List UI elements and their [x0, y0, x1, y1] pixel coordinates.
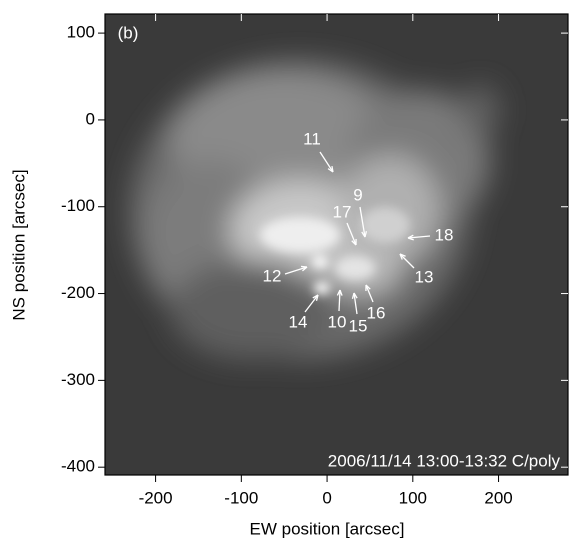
y-tick-label: -200 — [61, 283, 95, 302]
caption: 2006/11/14 13:00-13:32 C/poly — [328, 451, 561, 470]
annotation-arrowhead — [399, 253, 406, 260]
plot-frame — [104, 13, 569, 476]
annotation-arrowhead — [327, 165, 334, 173]
y-tick-label: -100 — [61, 196, 95, 215]
y-axis-label: NS position [arcsec] — [9, 169, 28, 320]
y-tick-label: 0 — [86, 109, 95, 128]
annotation: 17 — [333, 202, 352, 221]
x-tick-label: -200 — [139, 488, 173, 507]
x-tick-label: 0 — [322, 488, 331, 507]
annotation-arrow — [346, 222, 357, 246]
solar-image — [105, 14, 568, 475]
x-tick-label: -100 — [224, 488, 258, 507]
annotation-arrowhead — [365, 284, 371, 292]
annotation-arrowhead — [351, 238, 357, 246]
annotation: 18 — [435, 225, 454, 244]
x-tick-label: 200 — [484, 488, 512, 507]
annotation-arrow — [319, 151, 334, 173]
annotation-arrowhead — [407, 234, 414, 241]
annotation-arrow — [407, 235, 431, 239]
y-tick-label: -300 — [61, 370, 95, 389]
panel-label: (b) — [118, 23, 139, 42]
annotation: 13 — [415, 267, 434, 286]
annotation: 14 — [289, 312, 308, 331]
y-tick-label: 100 — [67, 23, 95, 42]
annotation-arrow — [365, 284, 374, 303]
annotation-arrowhead — [312, 294, 319, 301]
annotation: 9 — [353, 185, 362, 204]
annotation: 16 — [367, 303, 386, 322]
annotation-arrowhead — [300, 265, 308, 272]
annotation-arrow — [304, 294, 319, 313]
annotation-arrow — [359, 206, 366, 238]
annotation: 15 — [349, 316, 368, 335]
y-tick-label: -400 — [61, 457, 95, 476]
x-tick-label: 100 — [399, 488, 427, 507]
annotation-arrow — [353, 292, 358, 315]
annotation-arrow — [284, 266, 308, 275]
annotation-arrowhead — [351, 292, 358, 299]
annotation-arrow — [338, 289, 341, 312]
annotation: 11 — [303, 129, 321, 148]
annotation: 10 — [328, 312, 347, 331]
annotation-arrowhead — [361, 231, 368, 238]
annotation: 12 — [263, 266, 282, 285]
annotation-arrow — [399, 253, 415, 269]
x-axis-label: EW position [arcsec] — [250, 519, 405, 538]
annotation-arrowhead — [336, 289, 343, 296]
